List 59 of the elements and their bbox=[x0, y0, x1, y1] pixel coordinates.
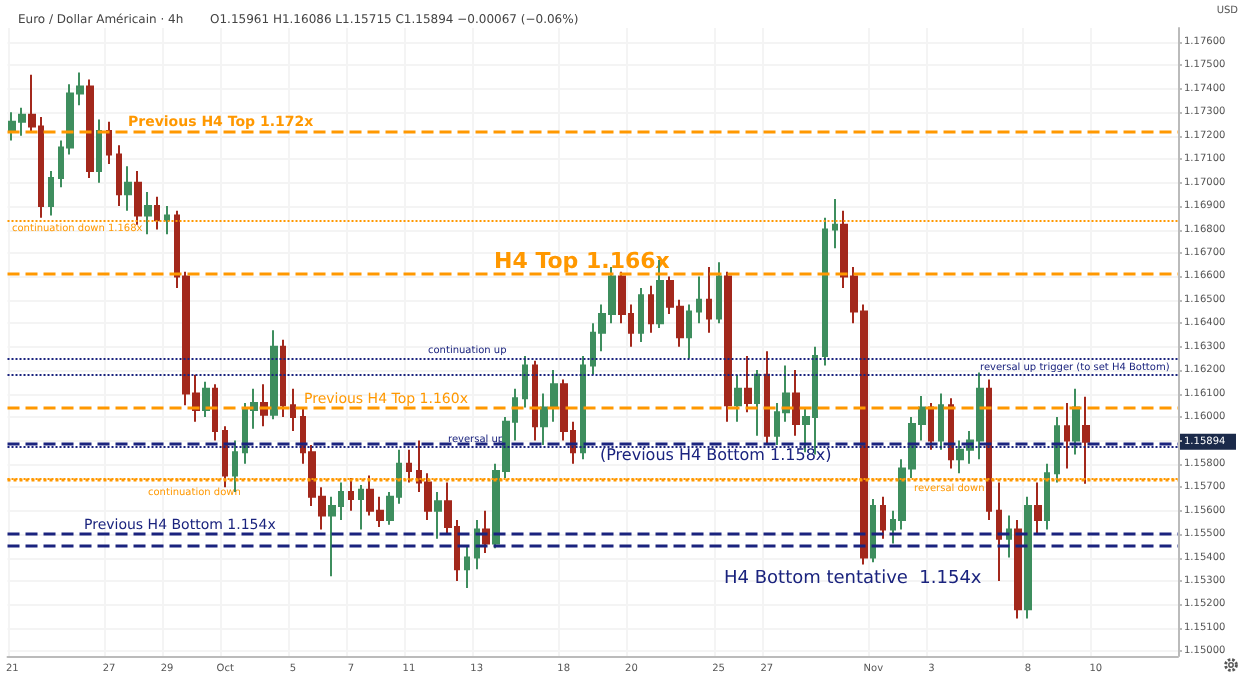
candlestick bbox=[222, 425, 228, 489]
candlestick bbox=[1064, 401, 1070, 470]
candlestick bbox=[1006, 514, 1012, 559]
ref-line-label: H4 Top 1.166x bbox=[494, 248, 670, 275]
candlestick bbox=[290, 387, 296, 433]
candlestick bbox=[212, 383, 218, 442]
candlestick bbox=[550, 369, 558, 423]
candlestick bbox=[880, 495, 886, 540]
candlestick bbox=[792, 369, 800, 437]
candlestick bbox=[280, 338, 286, 418]
candlestick bbox=[96, 118, 102, 184]
candlestick bbox=[938, 392, 944, 451]
candlestick bbox=[1014, 519, 1022, 620]
candlestick bbox=[716, 261, 722, 325]
candlestick bbox=[580, 355, 586, 461]
candlestick bbox=[348, 476, 354, 512]
candlestick bbox=[540, 392, 548, 447]
candlestick bbox=[996, 481, 1002, 583]
candlestick bbox=[164, 205, 170, 236]
candlestick bbox=[532, 359, 538, 442]
candlestick bbox=[822, 216, 828, 367]
candlestick bbox=[638, 287, 644, 343]
candlestick bbox=[832, 198, 838, 250]
ref-line-label: (Previous H4 Bottom 1.158x) bbox=[600, 445, 832, 464]
candlestick bbox=[870, 498, 876, 564]
candlestick bbox=[86, 78, 94, 179]
candlestick bbox=[744, 355, 752, 414]
candlestick bbox=[358, 483, 364, 531]
candlestick bbox=[696, 275, 702, 325]
candlestick bbox=[928, 401, 934, 451]
candlestick bbox=[1054, 415, 1060, 484]
candlestick bbox=[686, 303, 692, 360]
candlestick bbox=[1034, 481, 1042, 536]
candlestick bbox=[434, 490, 442, 540]
candlestick bbox=[464, 544, 470, 590]
candlestick bbox=[706, 266, 712, 334]
candlestick bbox=[406, 448, 412, 484]
candlestick bbox=[116, 144, 122, 208]
candlestick bbox=[154, 195, 160, 231]
candlestick bbox=[1044, 462, 1050, 531]
candlestick bbox=[724, 270, 732, 423]
candlestick bbox=[202, 380, 210, 418]
candlestick bbox=[124, 165, 132, 212]
candlestick bbox=[48, 169, 54, 217]
candlestick bbox=[522, 355, 528, 409]
candlestick bbox=[1072, 387, 1080, 456]
candlestick bbox=[270, 329, 278, 421]
candlestick bbox=[1024, 495, 1032, 620]
candlestick bbox=[144, 191, 152, 236]
candlestick bbox=[734, 373, 742, 423]
candlestick bbox=[1082, 395, 1090, 485]
candlestick bbox=[764, 350, 770, 447]
candlestick bbox=[482, 509, 490, 554]
candlestick bbox=[754, 369, 760, 437]
candlestick bbox=[134, 169, 142, 226]
candlestick bbox=[986, 378, 992, 522]
candlestick bbox=[648, 284, 654, 334]
ref-line-label: H4 Bottom tentative 1.154x bbox=[724, 568, 983, 589]
candlestick bbox=[106, 120, 112, 165]
